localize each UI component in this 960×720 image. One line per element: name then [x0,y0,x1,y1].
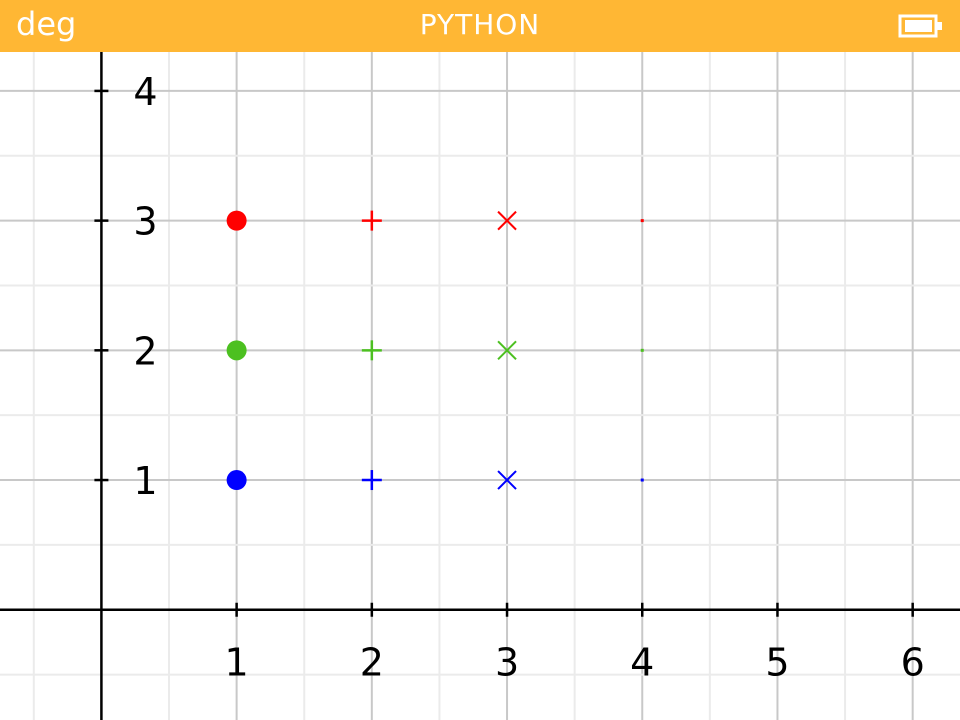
point-x [497,340,517,361]
x-stroke-2 [497,470,517,490]
x-tick-label: 3 [495,641,519,685]
app-title: PYTHON [419,8,541,41]
point-circle [226,340,247,361]
x-tick-label: 1 [225,641,249,685]
point-plus [361,340,382,361]
y-tick-label: 2 [133,329,157,373]
y-tick-label: 1 [133,459,157,503]
point-x [497,210,517,231]
plot-area[interactable]: 1 2 3 4 5 6 1 2 3 4 [0,52,960,720]
tick-labels: 1 2 3 4 5 6 1 2 3 4 [133,70,924,685]
point-dot [640,478,644,482]
point-plus [361,210,382,231]
grid [0,52,960,720]
point-plus [361,470,382,491]
point-dot [640,348,644,352]
x-stroke-2 [497,340,517,361]
axes [0,52,960,720]
point-circle [226,210,247,231]
point-x [497,470,517,490]
x-tick-label: 4 [630,641,654,685]
data-points [226,210,644,491]
x-tick-label: 5 [765,641,789,685]
y-tick-label: 4 [133,70,157,114]
x-tick-label: 6 [901,641,925,685]
y-tick-label: 3 [133,200,157,244]
point-circle [226,470,247,491]
x-stroke-2 [497,210,517,231]
status-bar: deg PYTHON [0,0,960,52]
point-dot [640,219,644,223]
x-tick-label: 2 [360,641,384,685]
angle-mode-label: deg [16,5,77,43]
battery-full-icon [898,14,942,38]
